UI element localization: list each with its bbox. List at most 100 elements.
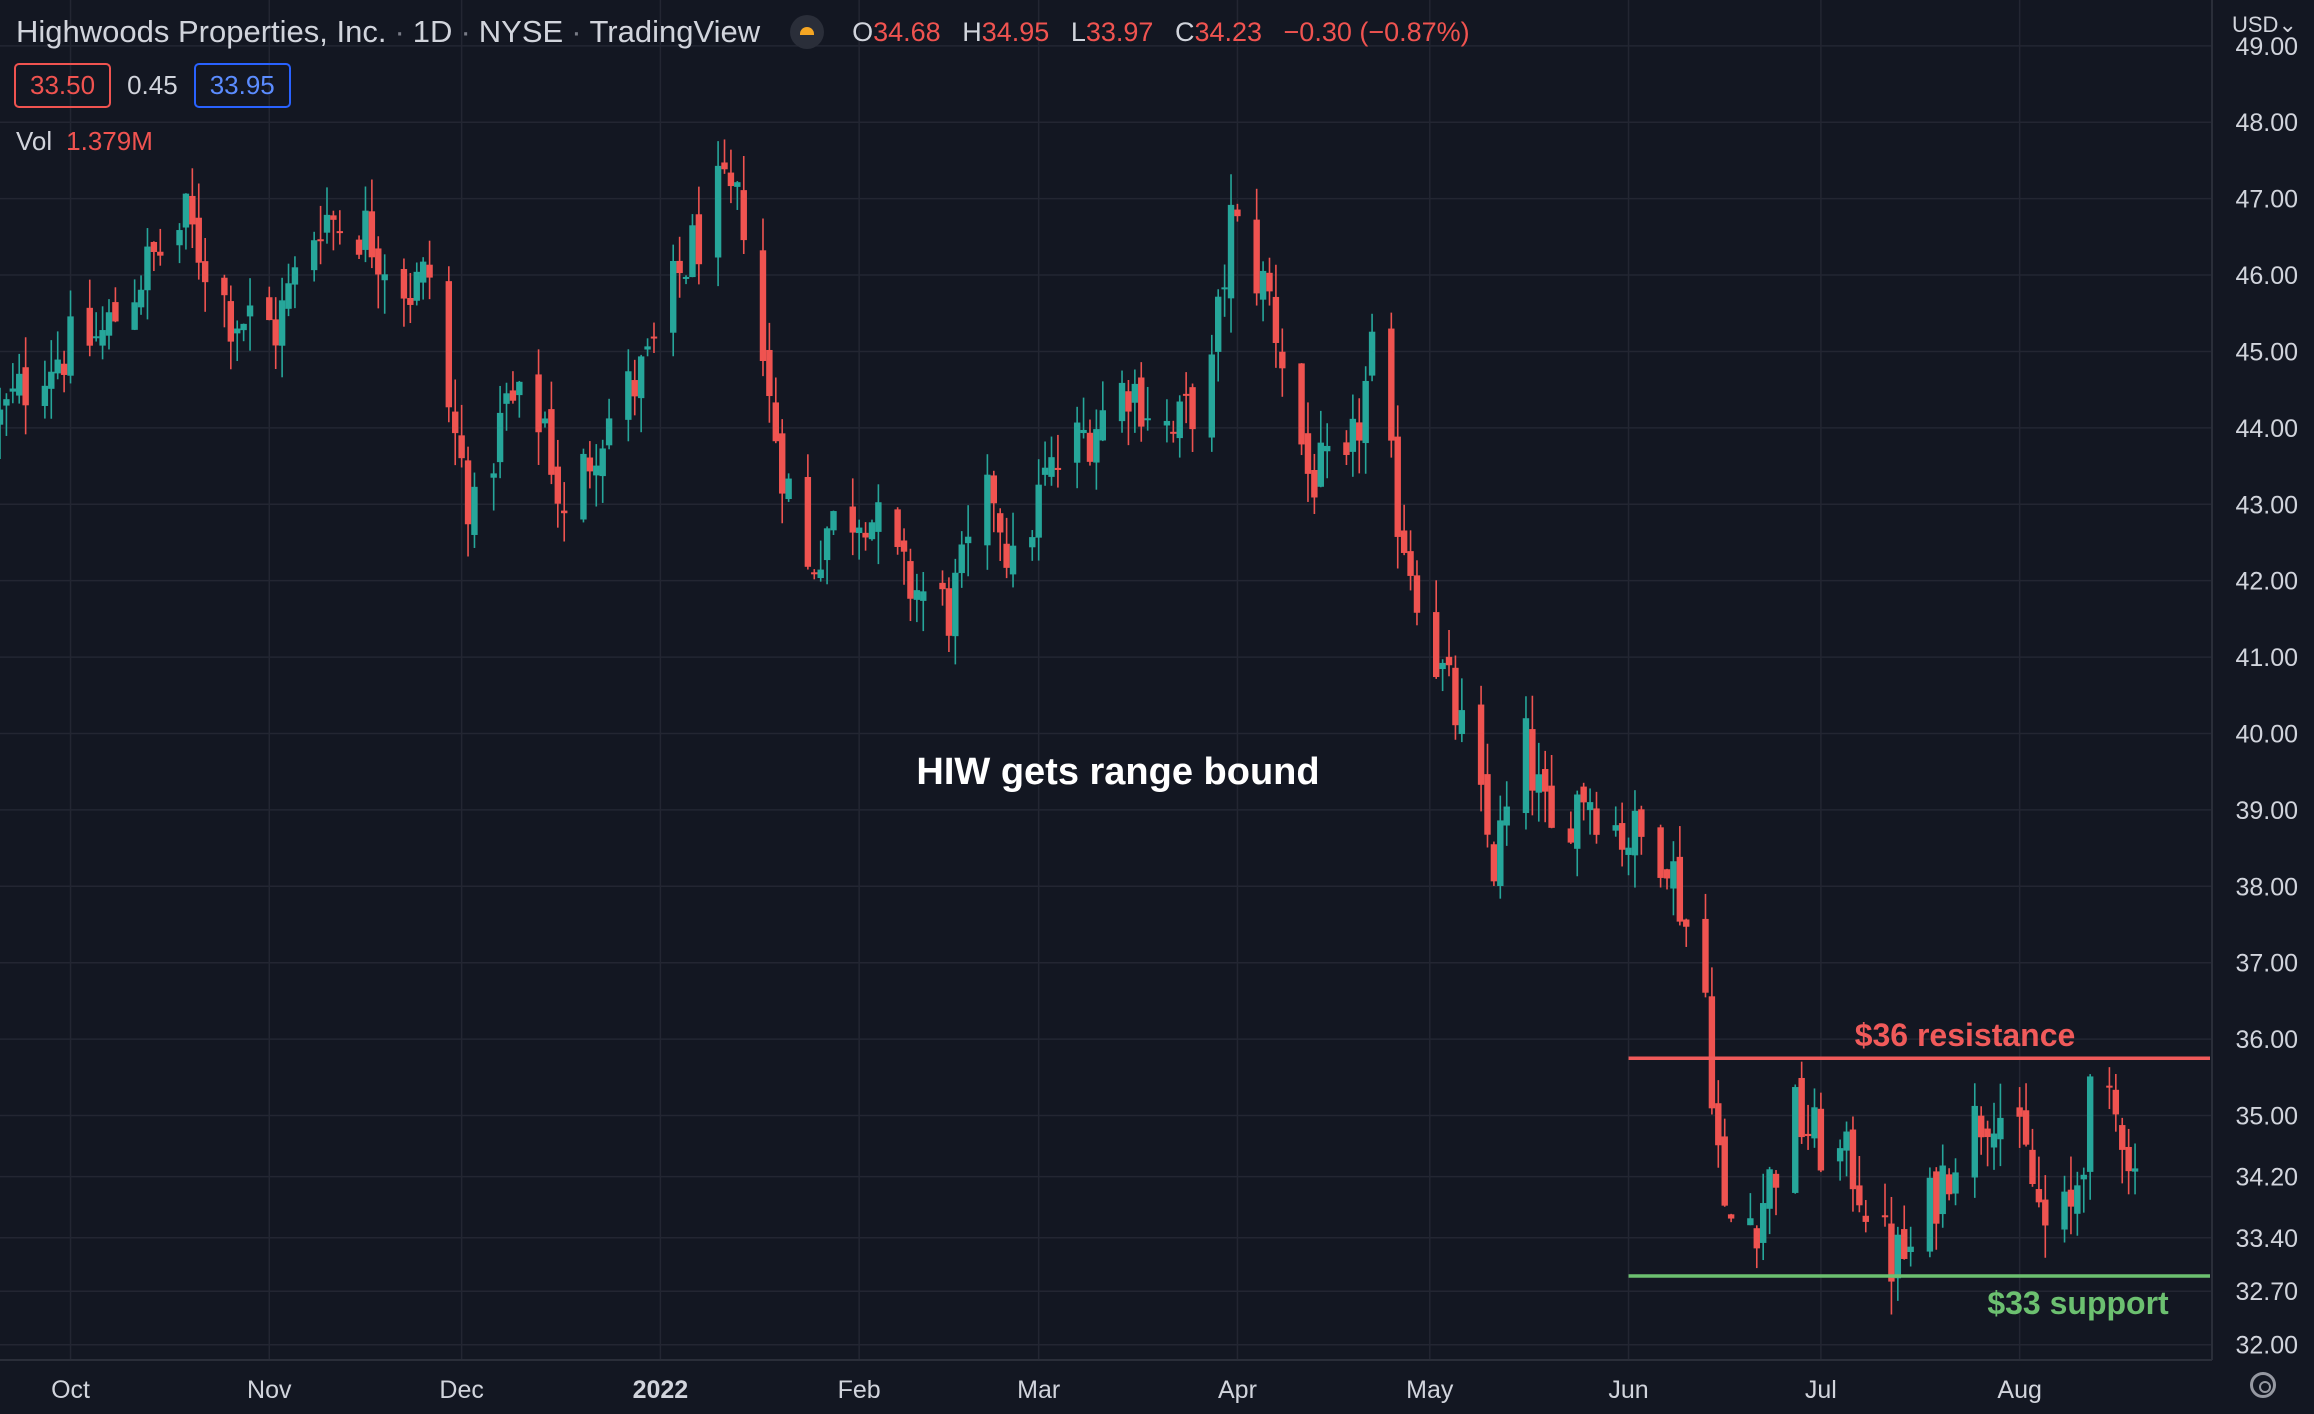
candle-body — [1362, 380, 1369, 444]
volume-legend[interactable]: Vol 1.379M — [16, 126, 153, 157]
candle-body — [86, 307, 93, 346]
candle-body — [92, 336, 100, 339]
close-label: C — [1174, 16, 1195, 47]
candle-body — [2035, 1189, 2043, 1203]
candle-body — [1817, 1108, 1825, 1171]
candle-body — [1259, 270, 1267, 300]
candle-body — [503, 393, 510, 404]
quote-row: 33.50 0.45 33.95 — [14, 62, 291, 108]
interval-label[interactable]: 1D — [412, 14, 453, 49]
candle-body — [291, 267, 299, 285]
candle-body — [1548, 785, 1555, 828]
candle-body — [1458, 710, 1466, 735]
candle-body — [272, 319, 279, 346]
candle-body — [3, 399, 10, 406]
candle-body — [490, 473, 497, 478]
ask-button[interactable]: 33.95 — [193, 62, 291, 108]
candle-body — [131, 302, 138, 330]
candle-body — [278, 300, 286, 346]
candle-body — [811, 572, 818, 575]
y-tick-label: 46.00 — [2235, 262, 2298, 290]
x-tick-label: Oct — [51, 1376, 90, 1404]
candle-body — [310, 240, 318, 271]
currency-menu[interactable]: USD⌄ — [2232, 12, 2297, 38]
candle-body — [1907, 1246, 1914, 1252]
candle-body — [631, 380, 638, 397]
resistance-label: $36 resistance — [1855, 1017, 2076, 1053]
candle-body — [1792, 1087, 1799, 1193]
candle-body — [413, 271, 420, 301]
candle-body — [1003, 543, 1010, 568]
candle-body — [1388, 328, 1395, 441]
x-tick-label: Mar — [1017, 1376, 1060, 1404]
y-tick-label: 36.00 — [2235, 1026, 2298, 1054]
symbol-header[interactable]: Highwoods Properties, Inc. · 1D · NYSE ·… — [16, 14, 1470, 49]
candle-body — [1522, 718, 1530, 814]
candle-body — [1163, 420, 1171, 426]
candle-body — [1638, 809, 1645, 837]
candle-body — [1759, 1203, 1767, 1243]
candle-body — [593, 465, 600, 476]
candle-body — [1683, 919, 1690, 927]
y-tick-label: 42.00 — [2235, 568, 2298, 596]
candle-body — [516, 381, 523, 396]
candle-body — [1535, 774, 1542, 793]
candle-body — [1997, 1117, 2004, 1140]
candle-body — [458, 435, 465, 459]
candle-body — [785, 478, 792, 500]
candle-body — [1702, 918, 1709, 993]
symbol-name: Highwoods Properties, Inc. — [16, 14, 387, 49]
candle-body — [9, 388, 17, 392]
candle-body — [1849, 1129, 1857, 1190]
candle-body — [644, 346, 651, 350]
candle-body — [2022, 1110, 2030, 1145]
candle-body — [426, 264, 433, 278]
candle-body — [1990, 1133, 1998, 1148]
candle-body — [1266, 272, 1273, 292]
candle-body — [330, 215, 337, 220]
candle-body — [817, 569, 824, 579]
candle-body — [2016, 1107, 2023, 1117]
candle-body — [1945, 1174, 1953, 1195]
candle-body — [150, 241, 158, 252]
candle-body — [1368, 331, 1376, 376]
x-tick-label: May — [1406, 1376, 1454, 1404]
bid-button[interactable]: 33.50 — [14, 62, 112, 108]
y-tick-label: 44.00 — [2235, 415, 2298, 443]
x-tick-label: Aug — [1997, 1376, 2041, 1404]
candle-body — [1715, 1103, 1722, 1146]
candle-body — [176, 230, 183, 246]
chevron-down-icon: ⌄ — [2278, 12, 2297, 37]
price-axis: 32.00 32.70 33.40 34.20 35.00 36.00 37.00 38.00… — [2235, 33, 2298, 1360]
candle-body — [2086, 1076, 2094, 1172]
candle-body — [1279, 351, 1286, 369]
candle-body — [1413, 575, 1421, 613]
candle-body — [48, 371, 55, 389]
candle-body — [1586, 802, 1594, 811]
candle-body — [823, 528, 831, 561]
high-label: H — [962, 16, 982, 47]
candle-body — [900, 540, 908, 552]
candle-body — [1952, 1172, 1959, 1194]
candle-body — [1400, 530, 1408, 553]
candle-body — [400, 268, 408, 299]
candle-body — [2061, 1191, 2068, 1230]
candle-body — [285, 283, 292, 309]
sun-icon[interactable] — [790, 15, 825, 49]
gear-icon[interactable] — [2250, 1372, 2276, 1398]
support-label: $33 support — [1987, 1285, 2169, 1321]
candle-body — [1343, 442, 1350, 455]
candle-body — [1625, 847, 1632, 855]
candle-body — [2074, 1185, 2081, 1214]
candle-body — [958, 544, 965, 574]
chart-grid — [0, 0, 2212, 1360]
candle-body — [1048, 457, 1055, 477]
candle-body — [1484, 774, 1491, 835]
candle-body — [112, 302, 119, 322]
y-tick-label: 33.40 — [2235, 1225, 2298, 1253]
close-value: 34.23 — [1194, 16, 1263, 47]
x-tick-label: Jul — [1805, 1376, 1837, 1404]
candle-body — [1811, 1107, 1818, 1139]
candle-body — [234, 328, 241, 334]
